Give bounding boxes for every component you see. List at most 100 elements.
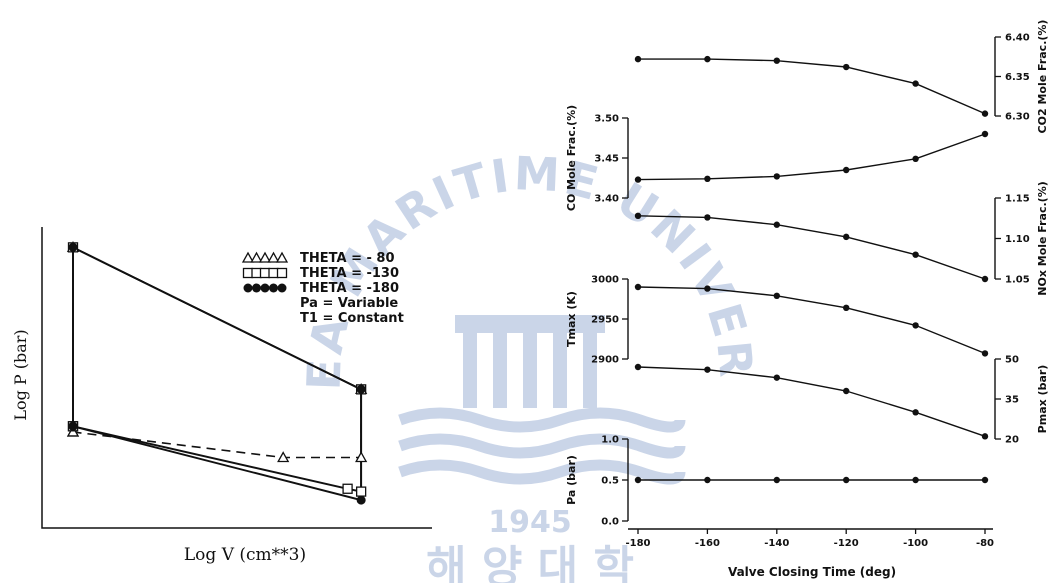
panel-co: 3.40 3.45 3.50 CO Mole Frac.(%) bbox=[565, 105, 989, 211]
panel-point bbox=[843, 166, 850, 174]
panel-tick-label: 0.5 bbox=[601, 476, 619, 487]
panel-point bbox=[843, 233, 850, 241]
panel-series-line bbox=[637, 366, 986, 437]
panel-point bbox=[773, 221, 780, 228]
x-tick-label: -100 bbox=[903, 538, 928, 549]
triangle-marker bbox=[277, 451, 290, 463]
x-tick-label: -160 bbox=[695, 538, 720, 549]
panel-tick-label: 2900 bbox=[591, 355, 619, 366]
pv-diagram: Log P (bar) Log V (cm**3) THETA = - 80TH… bbox=[11, 227, 432, 565]
panel-ylabel: Tmax (K) bbox=[565, 291, 578, 347]
panel-point bbox=[704, 366, 711, 373]
pv-axes bbox=[41, 227, 432, 529]
watermark-pillar bbox=[463, 333, 477, 408]
panel-point bbox=[634, 283, 642, 291]
pv-legend-label: THETA = -180 bbox=[300, 281, 399, 296]
panel-point bbox=[773, 374, 780, 381]
panel-point bbox=[912, 322, 919, 329]
panel-point bbox=[843, 304, 850, 311]
circle-marker bbox=[269, 283, 278, 293]
square-marker bbox=[251, 267, 262, 279]
triangle-marker bbox=[241, 251, 255, 263]
panel-series-line bbox=[637, 286, 986, 355]
panel-series-line bbox=[638, 58, 986, 115]
pv-annotation: T1 = Constant bbox=[300, 311, 404, 326]
pv-legend-label: THETA = -130 bbox=[300, 266, 399, 281]
pv-legend-label: THETA = - 80 bbox=[300, 251, 395, 266]
panel-point bbox=[981, 433, 989, 440]
panel-point bbox=[843, 476, 850, 484]
x-tick-label: -120 bbox=[834, 538, 859, 549]
panel-ylabel: CO Mole Frac.(%) bbox=[565, 105, 578, 211]
watermark-wave bbox=[398, 407, 686, 433]
panel-point bbox=[843, 387, 850, 395]
x-tick-label: -140 bbox=[764, 538, 789, 549]
circle-marker bbox=[356, 495, 366, 505]
panel-point bbox=[704, 175, 711, 182]
circle-marker bbox=[243, 283, 253, 293]
triangle-marker bbox=[250, 251, 263, 263]
panel-tick-label: 1.0 bbox=[601, 435, 619, 446]
triangle-marker bbox=[275, 251, 289, 263]
watermark-wave bbox=[398, 459, 686, 485]
square-marker bbox=[355, 486, 367, 497]
panel-point bbox=[634, 55, 642, 63]
panel-tick-label: 1.15 bbox=[1005, 194, 1030, 205]
valve-panels: 6.30 6.35 6.40 CO2 Mole Frac.(%) 3.40 3.45 3.5… bbox=[565, 20, 1049, 579]
watermark-bar bbox=[455, 315, 605, 333]
panel-point bbox=[912, 155, 919, 162]
panel-point bbox=[634, 176, 642, 183]
panel-point bbox=[843, 63, 850, 71]
panel-tick-label: 35 bbox=[1005, 395, 1019, 406]
panel-point bbox=[634, 476, 642, 484]
panel-point bbox=[773, 57, 780, 64]
panel-tick-label: 1.10 bbox=[1005, 234, 1030, 245]
panel-tick-label: 6.35 bbox=[1005, 72, 1030, 83]
watermark-bottom-text: 해 양 대 학 bbox=[426, 542, 634, 583]
panel-tick-label: 3000 bbox=[591, 275, 619, 286]
triangle-marker bbox=[66, 425, 80, 437]
panel-tick-label: 0.0 bbox=[601, 517, 619, 528]
circle-marker bbox=[68, 242, 78, 252]
panel-point bbox=[634, 212, 642, 220]
panel-point bbox=[981, 110, 989, 117]
pv-markers bbox=[66, 241, 368, 505]
panel-tick-label: 20 bbox=[1005, 435, 1019, 446]
panel-point bbox=[912, 409, 919, 416]
x-tick-label: -180 bbox=[625, 538, 650, 549]
panel-point bbox=[912, 80, 919, 87]
panel-co2: 6.30 6.35 6.40 CO2 Mole Frac.(%) bbox=[634, 20, 1049, 134]
pv-xlabel: Log V (cm**3) bbox=[184, 545, 306, 565]
watermark-year: 1945 bbox=[488, 505, 572, 540]
circle-marker bbox=[260, 283, 270, 293]
circle-marker bbox=[68, 421, 78, 431]
panel-tick-label: 3.50 bbox=[594, 114, 619, 125]
watermark-emblem bbox=[398, 315, 686, 485]
pv-ylabel: Log P (bar) bbox=[11, 329, 30, 420]
pv-annotation: Pa = Variable bbox=[300, 296, 398, 311]
panel-tick-label: 3.45 bbox=[594, 154, 619, 165]
square-marker bbox=[342, 483, 353, 494]
panel-point bbox=[981, 350, 989, 357]
x-axis-label: Valve Closing Time (deg) bbox=[728, 565, 896, 579]
square-marker bbox=[242, 267, 254, 279]
x-tick-label: -80 bbox=[976, 538, 994, 549]
watermark-wave bbox=[398, 433, 686, 459]
panel-point bbox=[981, 130, 989, 138]
panel-tick-label: 2950 bbox=[591, 315, 619, 326]
square-marker bbox=[259, 267, 271, 279]
panel-pmax: 20 35 50 Pmax (bar) bbox=[634, 355, 1049, 446]
watermark-pillar bbox=[583, 333, 597, 408]
panel-pa: 0.0 0.5 1.0 Pa (bar) bbox=[565, 435, 989, 528]
panel-point bbox=[704, 214, 711, 221]
square-marker bbox=[276, 267, 288, 279]
panel-point bbox=[912, 476, 919, 484]
triangle-marker bbox=[258, 251, 272, 263]
panel-series-line bbox=[637, 133, 986, 181]
panel-point bbox=[704, 285, 711, 292]
panel-point bbox=[773, 173, 780, 180]
panel-ylabel: CO2 Mole Frac.(%) bbox=[1036, 20, 1049, 134]
